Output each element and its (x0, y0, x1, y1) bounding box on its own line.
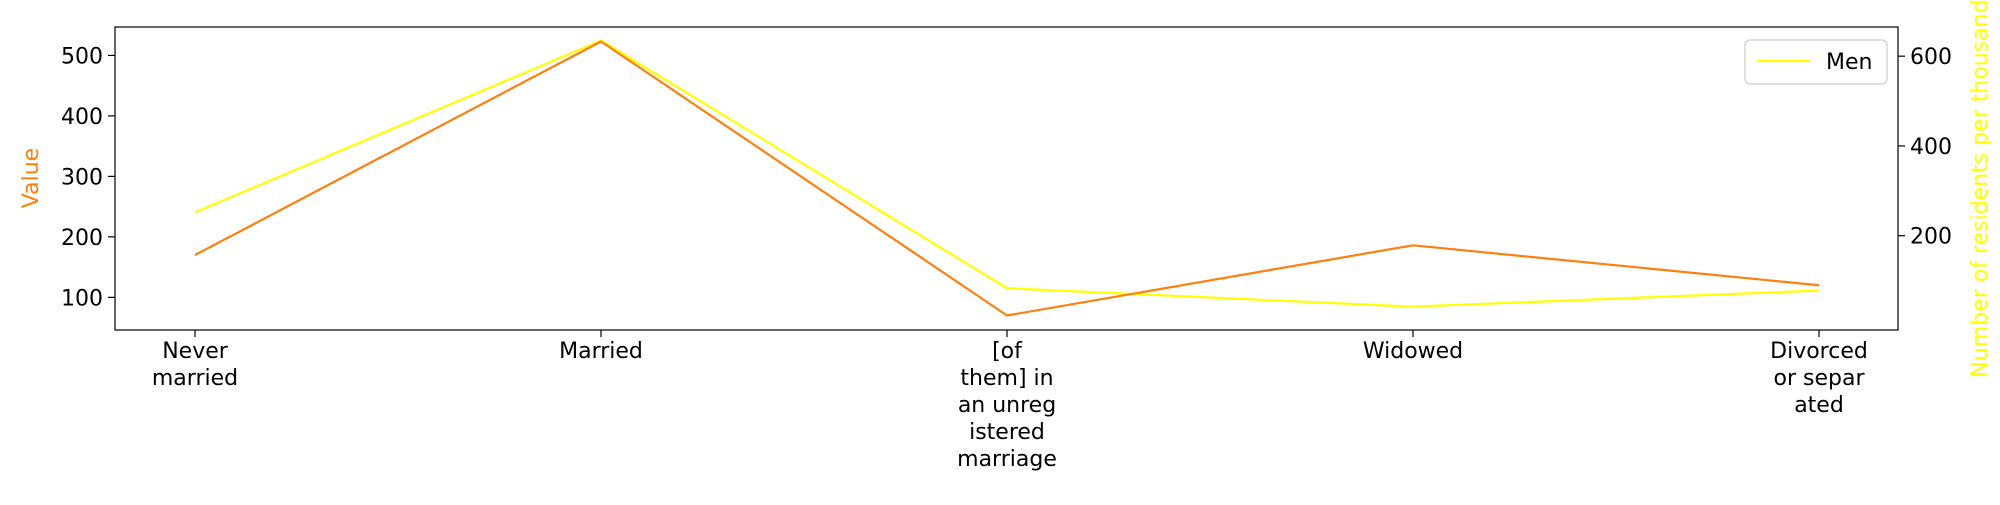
x-tick-label: Married (559, 339, 643, 364)
plot-frame (115, 27, 1898, 330)
series-lines (195, 40, 1819, 315)
left-tick-label: 500 (61, 44, 103, 69)
legend: Men (1745, 40, 1887, 84)
series-line-men (195, 40, 1819, 306)
x-tick-label: Divorced or separ ated (1770, 339, 1868, 418)
x-axis-ticks: Never married Married [of them] in an unreg is… (152, 330, 1868, 472)
legend-label-men: Men (1826, 50, 1872, 75)
right-y-axis-label: Number of residents per thousand p (1968, 0, 1993, 378)
x-tick-label: Widowed (1363, 339, 1463, 364)
series-line-left (195, 42, 1819, 316)
right-tick-label: 400 (1910, 135, 1952, 160)
right-tick-label: 200 (1910, 225, 1952, 250)
left-tick-label: 100 (61, 286, 103, 311)
x-tick-label: Never married (152, 339, 238, 391)
left-tick-label: 400 (61, 105, 103, 130)
x-tick-label: [of them] in an unreg istered marriage (957, 339, 1057, 472)
right-y-axis-ticks: 200 400 600 (1898, 45, 1952, 250)
left-tick-label: 300 (61, 165, 103, 190)
left-tick-label: 200 (61, 226, 103, 251)
right-tick-label: 600 (1910, 45, 1952, 70)
left-y-axis-ticks: 100 200 300 400 500 (61, 44, 115, 311)
left-y-axis-label: Value (19, 148, 44, 208)
